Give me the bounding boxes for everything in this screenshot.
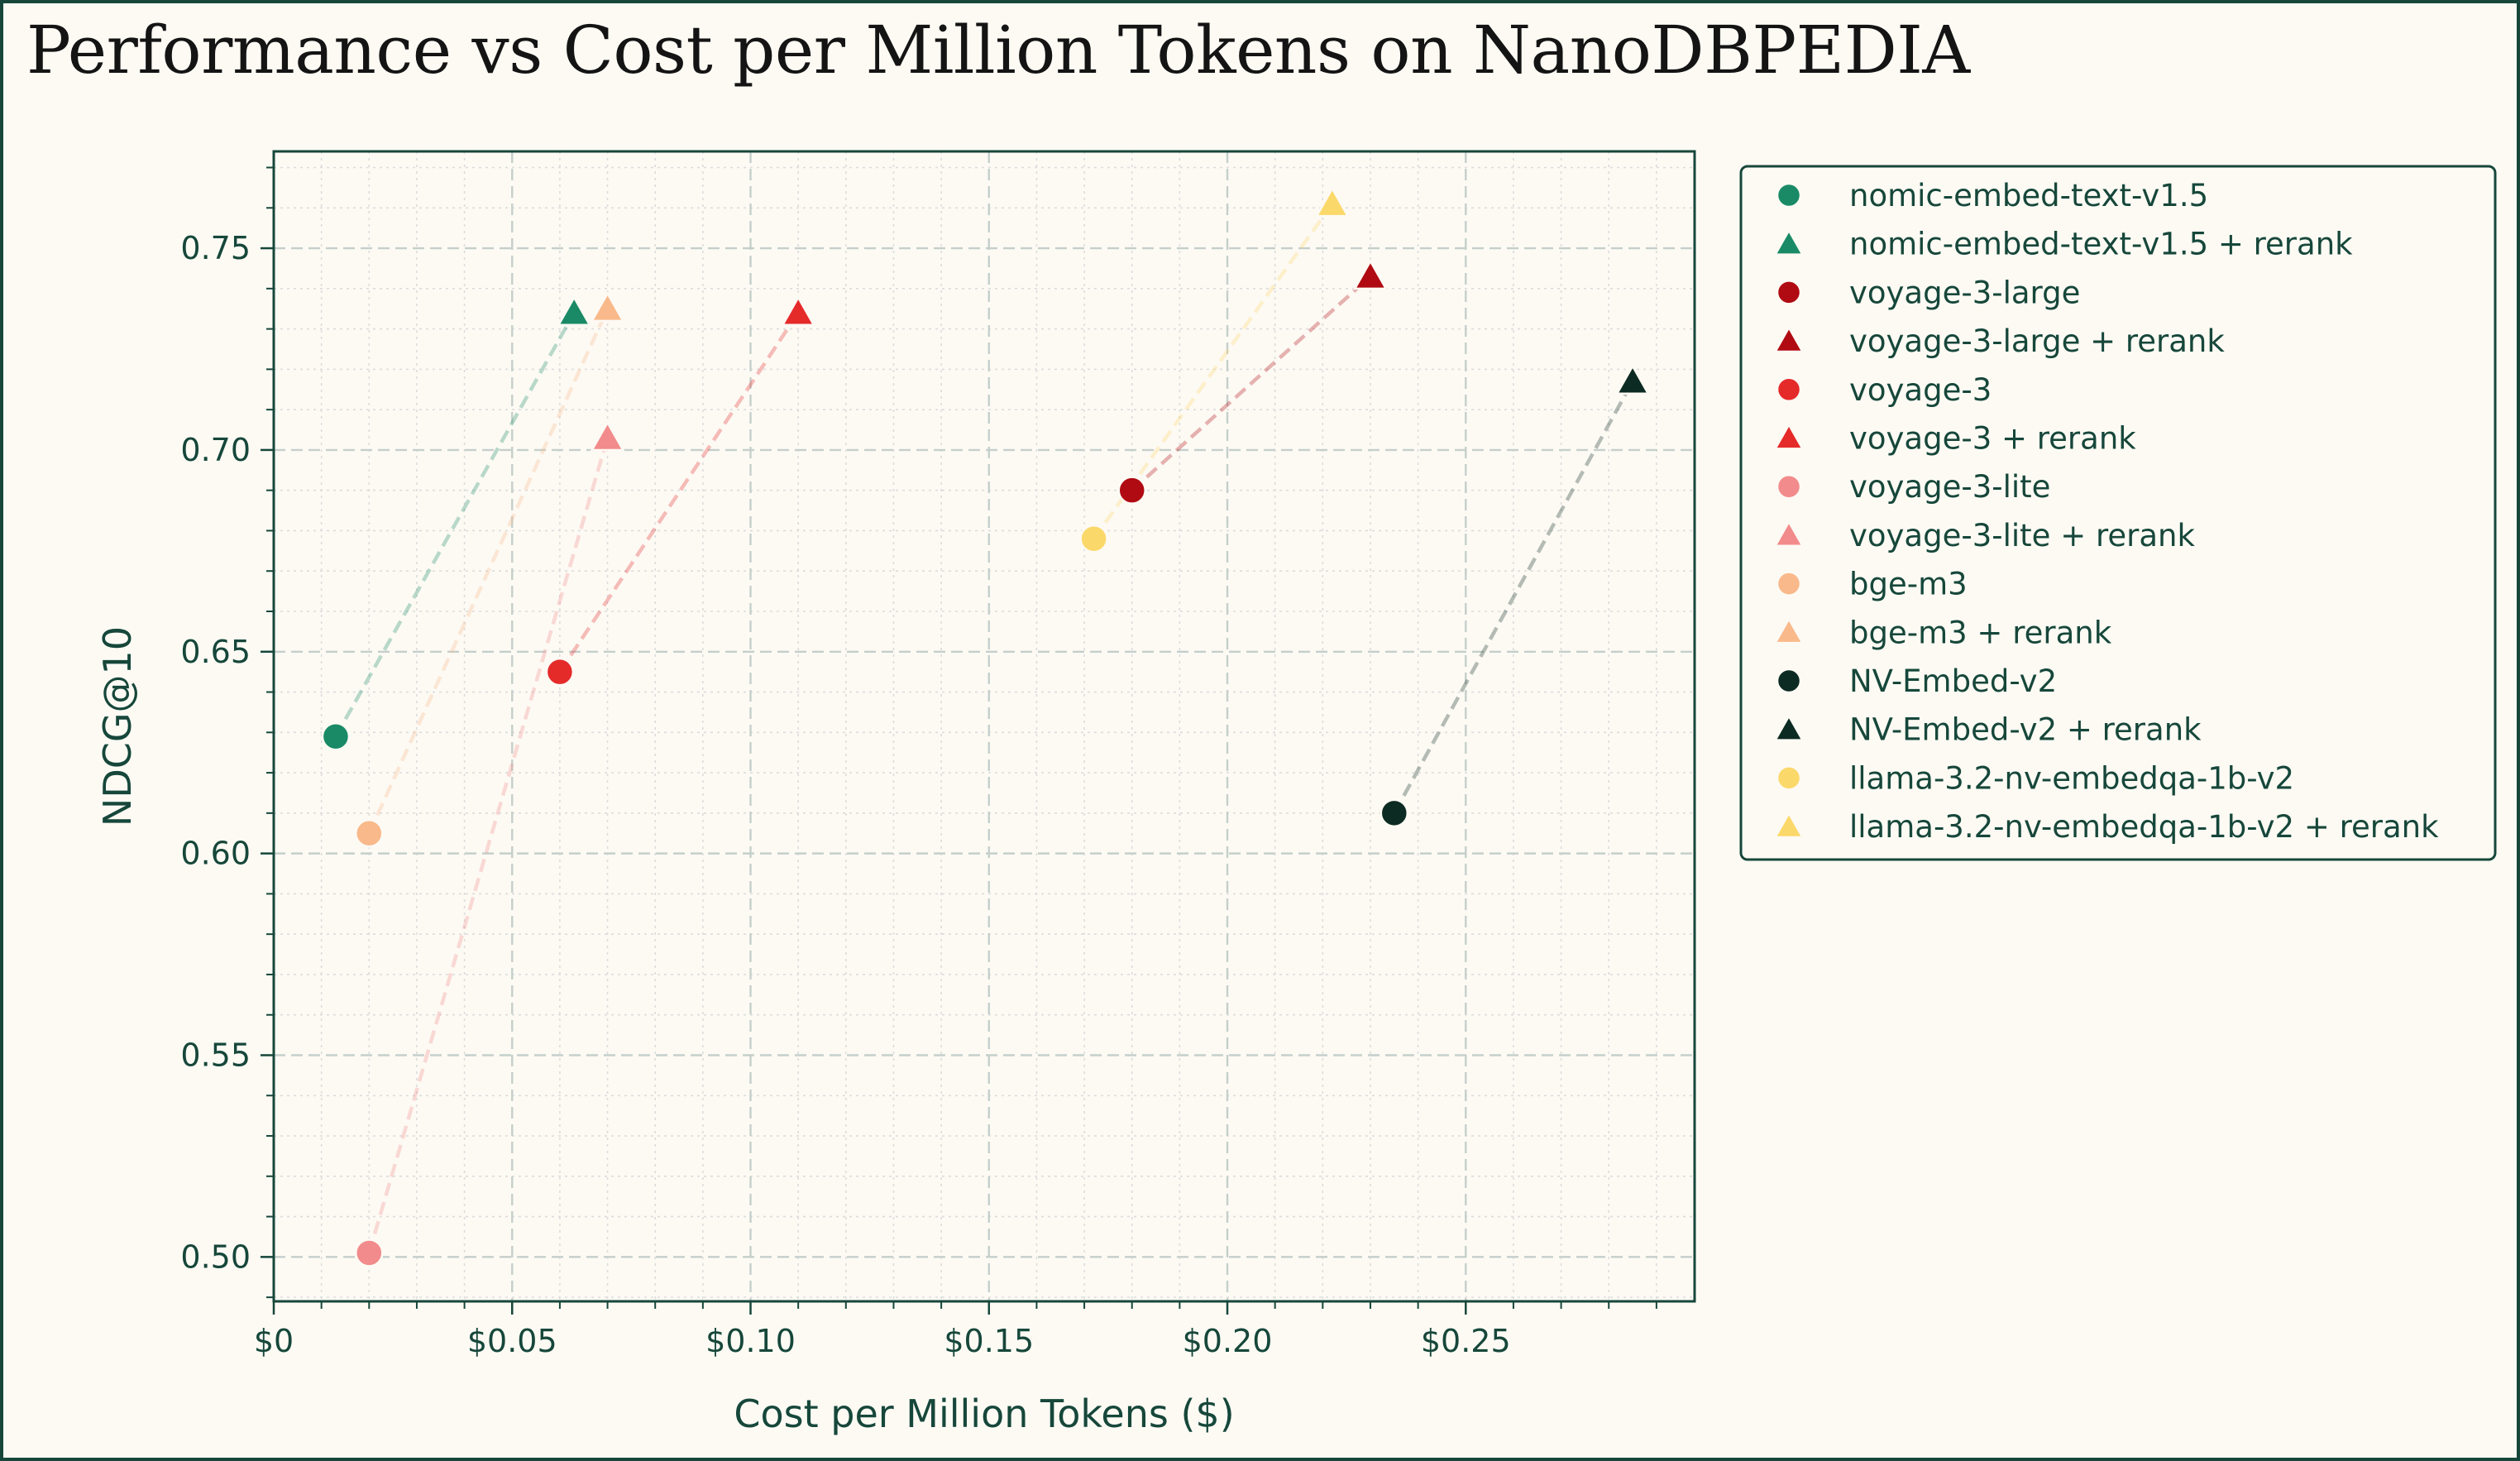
data-point-triangle — [557, 295, 592, 327]
y-tick-label: 0.75 — [180, 230, 251, 266]
legend-entry-label: bge-m3 — [1849, 567, 1968, 602]
data-point-circle — [1380, 798, 1409, 828]
legend-entry-label: voyage-3 + rerank — [1849, 421, 2136, 457]
data-markers — [321, 186, 1650, 1267]
legend-entry-label: nomic-embed-text-v1.5 + rerank — [1849, 227, 2353, 262]
data-point-circle — [545, 657, 575, 687]
x-tick-label: $0.05 — [467, 1323, 557, 1359]
data-point-triangle — [1314, 186, 1350, 218]
legend-triangle-marker — [1773, 811, 1805, 839]
legend-entry-label: voyage-3 — [1849, 372, 1992, 408]
legend-entry-label: nomic-embed-text-v1.5 — [1849, 178, 2208, 213]
legend-circle-marker — [1776, 668, 1802, 694]
data-point-circle — [355, 818, 384, 848]
legend-triangle-marker — [1773, 228, 1805, 256]
legend-circle-marker — [1776, 280, 1802, 305]
connector-line — [1131, 275, 1372, 492]
data-point-triangle — [590, 420, 625, 452]
legend-triangle-marker — [1773, 616, 1805, 644]
legend-circle-marker — [1776, 182, 1802, 208]
legend-entry-label: NV-Embed-v2 — [1849, 663, 2057, 699]
x-tick-label: $0.25 — [1421, 1323, 1511, 1359]
legend-triangle-marker — [1773, 714, 1805, 741]
x-axis-label: Cost per Million Tokens ($) — [734, 1392, 1234, 1436]
connector-line — [1392, 380, 1635, 814]
tick-labels: $0 $0.05 $0.10 $0.15 $0.20 $0.25 0.50 0.55 0.60 0… — [180, 230, 1510, 1359]
connector-line — [367, 308, 610, 835]
y-tick-label: 0.60 — [180, 836, 251, 872]
legend-circle-marker — [1776, 571, 1802, 596]
legend-entry-label: NV-Embed-v2 + rerank — [1849, 712, 2202, 748]
connector-line — [558, 311, 801, 673]
data-point-circle — [1079, 524, 1108, 553]
legend-entry-label: llama-3.2-nv-embedqa-1b-v2 + rerank — [1849, 809, 2439, 845]
data-point-circle — [321, 721, 351, 751]
legend-circle-marker — [1776, 376, 1802, 403]
x-tick-label: $0.15 — [944, 1323, 1034, 1359]
data-point-triangle — [1353, 259, 1388, 290]
y-tick-label: 0.70 — [180, 432, 251, 468]
legend-entry-label: voyage-3-lite + rerank — [1849, 518, 2195, 553]
minor-grid — [274, 151, 1695, 1301]
data-point-triangle — [781, 295, 816, 327]
legend-entry-label: voyage-3-large + rerank — [1849, 323, 2225, 359]
legend-circle-marker — [1776, 765, 1802, 791]
connector-line — [367, 437, 610, 1254]
data-point-triangle — [1615, 364, 1650, 395]
x-tick-label: $0.20 — [1183, 1323, 1273, 1359]
chart-title: Performance vs Cost per Million Tokens o… — [26, 12, 1970, 89]
plot-border — [272, 150, 1696, 1303]
connector-lines — [333, 203, 1635, 1254]
data-point-triangle — [590, 291, 625, 323]
legend-entry-label: llama-3.2-nv-embedqa-1b-v2 — [1849, 760, 2294, 796]
legend-circle-marker — [1776, 473, 1802, 500]
connector-line — [333, 311, 576, 738]
legend-entry-label: bge-m3 + rerank — [1849, 615, 2112, 650]
legend-entry-label: voyage-3-lite — [1849, 469, 2050, 505]
y-tick-label: 0.65 — [180, 634, 251, 670]
x-tick-label: $0 — [254, 1323, 294, 1359]
y-axis-label: NDCG@10 — [95, 626, 140, 826]
plot-area — [274, 151, 1695, 1301]
y-tick-label: 0.50 — [180, 1238, 251, 1275]
legend-triangle-marker — [1773, 422, 1805, 450]
data-point-circle — [1117, 476, 1146, 505]
legend-entry-label: voyage-3-large — [1849, 275, 2080, 310]
axis-ticks — [261, 166, 1657, 1315]
y-tick-label: 0.55 — [180, 1037, 251, 1073]
legend-triangle-marker — [1773, 325, 1805, 353]
data-point-circle — [355, 1238, 384, 1267]
legend-triangle-marker — [1773, 520, 1805, 548]
x-tick-label: $0.10 — [705, 1323, 796, 1359]
legend: nomic-embed-text-v1.5 nomic-embed-text-v1… — [1739, 165, 2497, 861]
legend-box — [1739, 165, 2497, 861]
